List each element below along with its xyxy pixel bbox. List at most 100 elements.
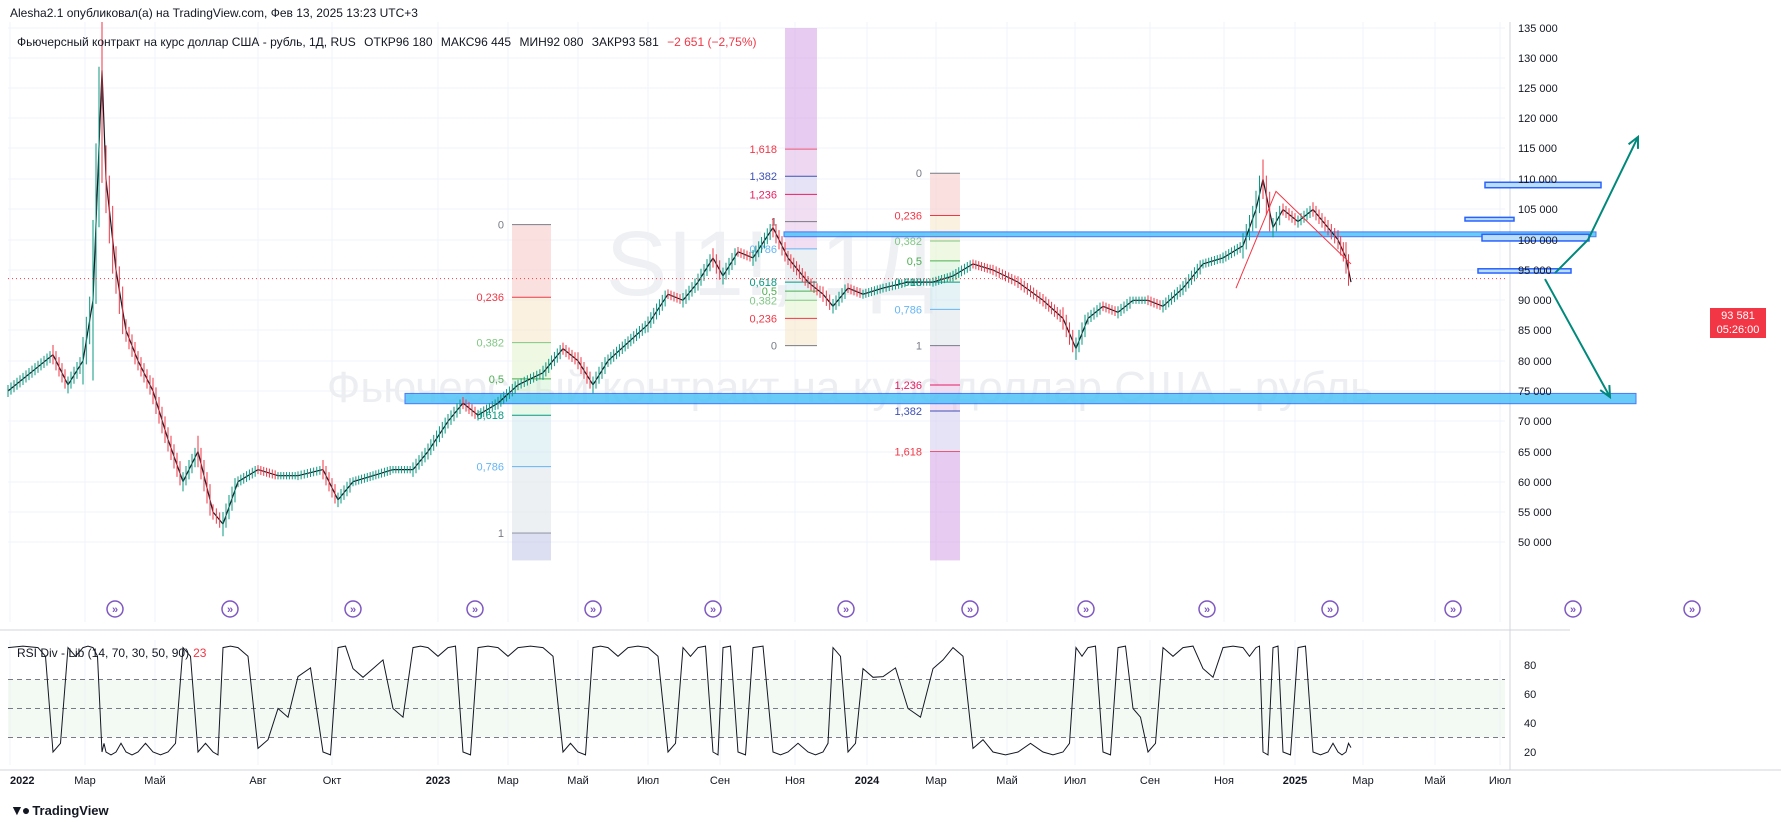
price-axis: 135 000 130 000 125 000 120 000 115 000 110 0… <box>1518 23 1558 549</box>
time-axis-tick-label: 2025 <box>1283 775 1307 787</box>
fib-band <box>930 345 960 385</box>
time-axis-tick-label: Май <box>996 775 1018 787</box>
fib-level-label: 0,382 <box>894 236 922 248</box>
event-marker-circle <box>1321 600 1339 618</box>
fib-band <box>930 282 960 310</box>
chart-area[interactable]: SI1!, 1Д Фьючерсный контракт на курс долл… <box>0 22 1781 796</box>
rsi-legend[interactable]: RSI Div - Lib (14, 70, 30, 50, 90) 23 <box>17 646 206 660</box>
fib-band <box>785 176 817 195</box>
event-marker-circle <box>837 600 855 618</box>
support-zone <box>783 231 1597 238</box>
rsi-pane: 80 60 40 20 <box>7 645 1536 759</box>
ohlc-change: −2 651 (−2,75%) <box>667 35 757 49</box>
fib-band <box>785 194 817 222</box>
price-axis-tick-label: 65 000 <box>1518 447 1552 459</box>
arrow-head <box>1627 134 1640 149</box>
time-axis-tick-label: Сен <box>1140 775 1160 787</box>
fib-level-label: 0,5 <box>489 374 504 386</box>
level-box <box>1477 268 1572 274</box>
time-axis-tick-label: 2023 <box>426 775 450 787</box>
fib-level-label: 0 <box>771 341 777 353</box>
price-axis-tick-label: 85 000 <box>1518 325 1552 337</box>
event-marker-icon: » <box>1198 600 1216 618</box>
level-box <box>1484 181 1602 189</box>
event-marker-circle <box>1564 600 1582 618</box>
price-axis-tick-label: 100 000 <box>1518 235 1558 247</box>
price-axis-tick-label: 135 000 <box>1518 23 1558 35</box>
event-marker-glyph: » <box>1689 604 1695 616</box>
watermark-name: Фьючерсный контракт на курс доллар США -… <box>327 363 1373 412</box>
level-box <box>1464 216 1515 222</box>
fib-band <box>930 309 960 346</box>
event-marker-glyph: » <box>843 604 849 616</box>
fib-band <box>785 248 817 283</box>
fib-level-label: 0,786 <box>749 244 777 256</box>
time-axis-tick-label: Май <box>567 775 589 787</box>
ohlc-open: ОТКР96 180 <box>364 35 433 49</box>
time-axis-tick-label: Авг <box>249 775 266 787</box>
rsi-axis-tick-label: 60 <box>1524 689 1536 701</box>
time-axis-tick-label: Ноя <box>785 775 805 787</box>
price-axis-tick-label: 60 000 <box>1518 477 1552 489</box>
event-marker-glyph: » <box>710 604 716 616</box>
fib-level-label: 0,236 <box>749 313 777 325</box>
price-axis-tick-label: 105 000 <box>1518 204 1558 216</box>
fib-level-label: 1 <box>771 217 777 229</box>
price-axis-tick-label: 120 000 <box>1518 113 1558 125</box>
event-marker-glyph: » <box>472 604 478 616</box>
event-marker-circle <box>221 600 239 618</box>
fib-band <box>785 318 817 346</box>
rsi-axis-tick-label: 40 <box>1524 718 1536 730</box>
fib-extension-column <box>785 28 817 149</box>
price-axis-tick-label: 80 000 <box>1518 356 1552 368</box>
fib-level-label: 0,618 <box>749 277 777 289</box>
event-marker-glyph: » <box>590 604 596 616</box>
publisher-caption: Alesha2.1 опубликовал(а) на TradingView.… <box>10 6 418 20</box>
event-marker-icon: » <box>106 600 124 618</box>
fib-band <box>785 282 817 292</box>
time-axis-tick-label: 2022 <box>10 775 34 787</box>
fib-level-label: 1,236 <box>894 380 922 392</box>
event-marker-circle <box>1683 600 1701 618</box>
fib-level-label: 0,786 <box>476 462 504 474</box>
event-marker-circle <box>106 600 124 618</box>
event-marker-glyph: » <box>350 604 356 616</box>
event-marker-glyph: » <box>1083 604 1089 616</box>
fib-level-label: 1,382 <box>749 171 777 183</box>
fib-level-label: 0,5 <box>907 256 922 268</box>
price-axis-tick-label: 115 000 <box>1518 143 1557 155</box>
rsi-series-line <box>7 645 1352 756</box>
fib-band <box>930 410 960 452</box>
time-axis-tick-label: Мар <box>1352 775 1374 787</box>
event-marker-circle <box>1198 600 1216 618</box>
fib-extension-column <box>512 533 551 561</box>
price-axis-tick-label: 125 000 <box>1518 83 1558 95</box>
event-marker-icon: » <box>704 600 722 618</box>
last-price-tag: 93 581 05:26:00 <box>1710 308 1766 338</box>
event-marker-icon: » <box>1444 600 1462 618</box>
price-axis-tick-label: 110 000 <box>1518 174 1557 186</box>
fib-level-label: 0,382 <box>476 338 504 350</box>
event-marker-circle <box>1077 600 1095 618</box>
rsi-axis-tick-label: 80 <box>1524 660 1536 672</box>
fib-level-label: 0,236 <box>894 211 922 223</box>
time-axis-tick-label: Окт <box>323 775 342 787</box>
tradingview-logo[interactable]: ▼● TradingView <box>10 802 109 818</box>
fib-extension-column <box>930 451 960 561</box>
fib-level-label: 1 <box>498 528 504 540</box>
tradingview-logo-icon: ▼● <box>10 802 30 818</box>
fib-level-label: 0,236 <box>476 292 504 304</box>
time-axis-tick-label: Июл <box>1064 775 1086 787</box>
event-marker-circle <box>466 600 484 618</box>
price-axis-tick-label: 70 000 <box>1518 416 1552 428</box>
time-axis-tick-label: Май <box>1424 775 1446 787</box>
fib-band <box>785 149 817 177</box>
time-axis-tick-label: Ноя <box>1214 775 1234 787</box>
symbol-title: Фьючерсный контракт на курс доллар США -… <box>17 35 356 49</box>
fib-band <box>785 300 817 319</box>
ohlc-high: МАКС96 445 <box>440 35 512 49</box>
rsi-value: 23 <box>193 646 207 660</box>
symbol-legend[interactable]: Фьючерсный контракт на курс доллар США -… <box>17 35 762 49</box>
fib-level-label: 0 <box>498 220 504 232</box>
